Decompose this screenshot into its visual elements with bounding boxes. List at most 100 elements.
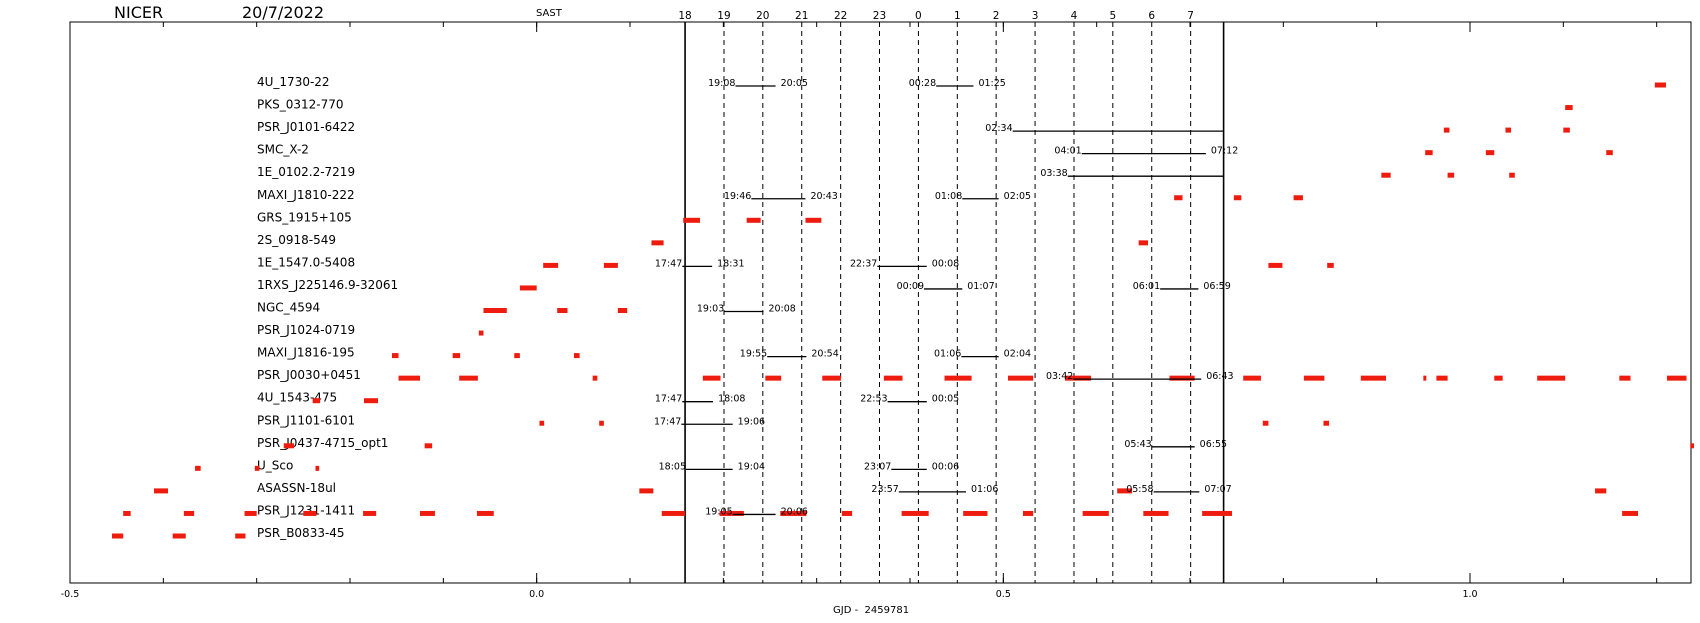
target-row: 2S_0918-549 [257,233,1148,247]
observation-segment [1323,420,1330,426]
observation-segment [1425,150,1433,156]
x-tick-label: -0.5 [61,589,80,600]
observation-segment [805,217,822,223]
observation-segment [1423,375,1427,381]
window-end-label: 01:06 [971,484,998,495]
x-axis-label: GJD - 2459781 [833,605,910,616]
window-start-label: 05:58 [1126,484,1153,495]
window-start-label: 17:47 [655,258,682,269]
hour-label-20: 20 [756,10,769,22]
hour-label-22: 22 [834,10,847,22]
observation-segment [599,420,604,426]
target-name: PSR_J1024-0719 [257,323,355,337]
window-end-label: 00:08 [932,258,959,269]
window-end-label: 20:54 [811,349,838,360]
observation-segment [719,510,744,516]
observation-segment [452,353,461,359]
window-start-label: 00:28 [909,78,936,89]
observation-segment [1565,105,1573,111]
target-rows: 4U_1730-22 19:08 20:05 00:28 01:25 PKS_0312-7… [112,75,1694,540]
observation-segment [172,533,186,539]
window-end-label: 20:43 [810,191,837,202]
target-name: PSR_J0030+0451 [257,368,361,382]
observation-segment [574,353,580,359]
target-row: PSR_J1231-1411 19:05 20:06 [123,503,1638,517]
target-row: 1E_0102.2-7219 03:38 [257,165,1515,179]
observation-segment [780,510,807,516]
observation-segment [312,398,321,404]
observation-segment [539,420,545,426]
observation-segment [1690,443,1694,449]
hour-grid: 18 19 20 21 22 23 0 1 2 3 4 5 6 7 [678,10,1225,583]
window-start-label: 01:08 [935,191,962,202]
observation-segment [901,510,929,516]
target-row: MAXI_J1810-222 19:46 20:43 01:08 02:05 [257,188,1303,202]
window-start-label: 19:55 [740,349,767,360]
observation-segment [1268,262,1283,268]
target-row: SMC_X-2 04:01 07:12 [257,143,1613,157]
observation-segment [476,510,494,516]
observation-segment [183,510,195,516]
target-name: PSR_J0437-4715_opt1 [257,436,388,450]
window-start-label: 22:37 [850,258,877,269]
window-end-label: 07:07 [1204,484,1231,495]
window-end-label: 18:08 [718,394,745,405]
target-row: PSR_J0437-4715_opt1 05:43 06:55 [257,436,1694,450]
window-start-label: 17:47 [654,416,681,427]
target-name: 4U_1730-22 [257,75,330,89]
observation-segment [651,240,664,246]
target-name: NGC_4594 [257,301,320,315]
window-start-label: 22:53 [860,394,887,405]
target-row: PSR_J0101-6422 02:34 [257,120,1570,134]
observation-segment [1262,420,1269,426]
observation-segment [1008,375,1034,381]
target-row: MAXI_J1816-195 19:55 20:54 01:06 02:04 [257,346,1031,360]
hour-label-3: 3 [1032,10,1039,22]
hour-label-6: 6 [1148,10,1155,22]
observation-segment [1509,172,1515,178]
observation-segment [392,353,399,359]
plot-frame [69,21,1692,584]
observation-segment [1293,195,1303,201]
hour-label-1: 1 [954,10,961,22]
window-start-label: 17:47 [655,394,682,405]
observation-segment [841,510,853,516]
observation-segment [822,375,841,381]
target-row: 1E_1547.0-5408 17:47 18:31 22:37 00:08 [257,255,1334,269]
hour-label-23: 23 [873,10,886,22]
observation-segment [483,308,507,313]
observation-segment [1022,510,1034,516]
hour-label-4: 4 [1071,10,1078,22]
observation-segment [603,262,618,268]
window-end-label: 07:12 [1211,146,1238,157]
window-end-label: 20:08 [768,304,795,315]
observation-segment [1064,375,1092,381]
target-name: SMC_X-2 [257,143,309,157]
observation-segment [154,488,168,494]
observation-segment [235,533,246,539]
observation-segment [112,533,124,539]
observation-segment [1436,375,1448,381]
window-end-label: 18:31 [717,258,744,269]
observation-segment [364,398,378,404]
observation-segment [424,443,433,449]
target-name: PKS_0312-770 [257,98,344,112]
observation-segment [683,217,700,223]
target-name: GRS_1915+105 [257,210,352,224]
hour-label-19: 19 [717,10,730,22]
header-instrument: NICER [114,3,164,22]
observation-segment [557,308,568,313]
window-end-label: 20:05 [781,78,808,89]
target-name: PSR_J0101-6422 [257,120,355,134]
target-name: PSR_J1101-6101 [257,413,355,427]
window-end-label: 01:25 [978,78,1005,89]
observation-segment [1169,375,1195,381]
target-row: 4U_1730-22 19:08 20:05 00:28 01:25 [257,75,1666,89]
observation-segment [478,330,484,336]
hour-label-21: 21 [795,10,808,22]
window-start-label: 03:38 [1040,168,1067,179]
observation-segment [1654,82,1666,88]
observation-segment [746,217,761,223]
window-start-label: 02:34 [985,123,1012,134]
observation-segment [1138,240,1148,246]
